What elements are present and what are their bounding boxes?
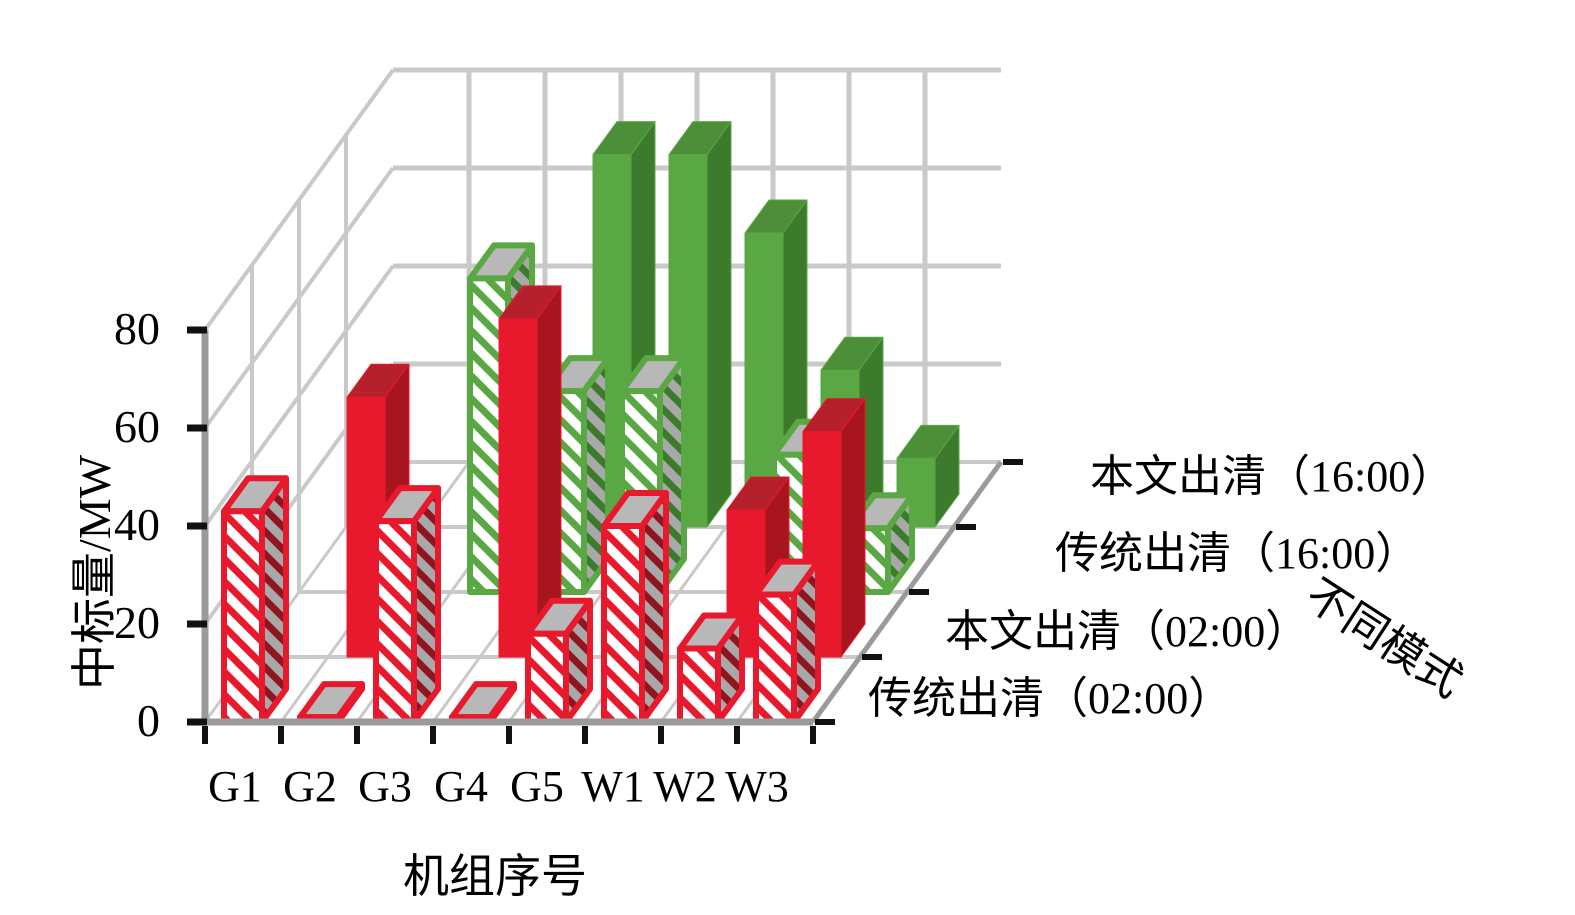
bar-W3-row1-side [840, 398, 866, 658]
x-tick-g2: G2 [283, 762, 337, 811]
bar-W1-row0-side [639, 490, 669, 725]
bar-G1-row0-side [259, 475, 289, 725]
x-tick-g4: G4 [434, 762, 488, 811]
z-tick-chuantong-02: 传统出清（02:00） [868, 674, 1233, 723]
z-axis-line [810, 460, 1004, 724]
bar-G5-row3-side [706, 121, 732, 528]
bar-G1-row0-front [221, 508, 265, 725]
bar-W2-row0-front [677, 645, 721, 725]
bar-G5-row0-front [525, 630, 569, 725]
x-tick-w3: W3 [725, 762, 789, 811]
y-tick-0: 0 [137, 695, 160, 746]
bar-G3-row0-side [411, 485, 441, 725]
y-tick-60: 60 [114, 401, 160, 452]
x-tick-g1: G1 [208, 762, 262, 811]
x-tick-g3: G3 [358, 762, 412, 811]
y-tick-40: 40 [114, 499, 160, 550]
y-tick-20: 20 [114, 597, 160, 648]
z-tick-chuantong-16: 传统出清（16:00） [1055, 529, 1420, 578]
y-tick-80: 80 [114, 303, 160, 354]
x-tick-w2: W2 [653, 762, 717, 811]
bar-G3-row0-front [373, 518, 417, 725]
x-tick-g5: G5 [510, 762, 564, 811]
y-axis-label: 中标量/MW [69, 454, 120, 690]
bar-W3-row0-front [753, 591, 797, 725]
bar-W1-row0-front [601, 523, 645, 725]
x-tick-w1: W1 [581, 762, 645, 811]
z-tick-benwen-02: 本文出清（02:00） [945, 607, 1310, 656]
z-tick-benwen-16: 本文出清（16:00） [1090, 452, 1455, 501]
bar-G4-row1-front [498, 318, 538, 658]
x-axis-label: 机组序号 [403, 851, 587, 902]
